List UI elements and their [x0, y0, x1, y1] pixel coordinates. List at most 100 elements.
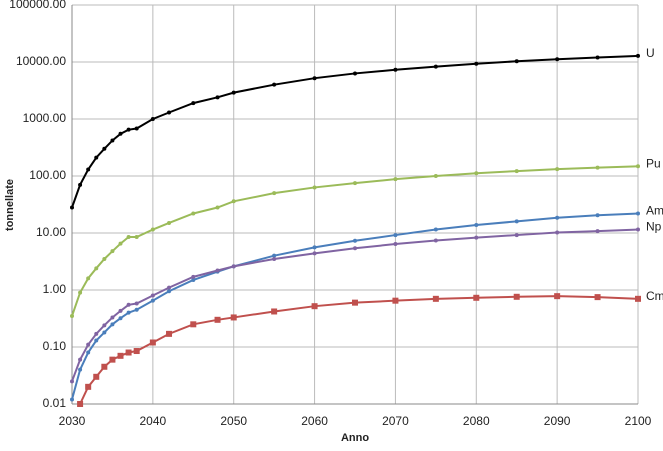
- series-line: [79, 295, 639, 405]
- marker: [102, 323, 107, 328]
- series-label: Np: [646, 220, 662, 234]
- marker: [312, 185, 317, 190]
- marker: [110, 315, 115, 320]
- marker: [433, 238, 438, 243]
- marker: [513, 293, 520, 300]
- y-tick-label: 0.01: [43, 396, 67, 410]
- marker: [94, 155, 99, 160]
- marker: [312, 76, 317, 81]
- marker: [555, 215, 560, 220]
- marker: [474, 61, 479, 66]
- marker: [514, 219, 519, 224]
- marker: [133, 348, 140, 355]
- marker: [85, 383, 92, 390]
- marker: [118, 131, 123, 136]
- marker: [514, 169, 519, 174]
- marker: [514, 59, 519, 64]
- marker: [433, 64, 438, 69]
- marker: [352, 299, 358, 306]
- marker: [190, 321, 197, 328]
- marker: [312, 251, 317, 256]
- marker: [272, 253, 277, 258]
- marker: [392, 297, 399, 304]
- y-tick-label: 100.00: [29, 168, 66, 182]
- x-tick-label: 2090: [544, 414, 571, 428]
- marker: [231, 90, 236, 95]
- marker: [70, 379, 74, 384]
- marker: [150, 298, 155, 303]
- marker: [94, 266, 99, 271]
- marker: [191, 211, 196, 216]
- marker: [514, 233, 519, 238]
- marker: [272, 256, 277, 261]
- x-axis-title: Anno: [341, 432, 369, 444]
- marker: [393, 242, 398, 247]
- marker: [191, 101, 196, 106]
- marker: [117, 352, 124, 359]
- marker: [109, 356, 116, 363]
- marker: [272, 191, 277, 196]
- marker: [70, 205, 74, 210]
- marker: [125, 349, 132, 356]
- x-tick-label: 2060: [301, 414, 328, 428]
- marker: [311, 303, 318, 310]
- marker: [636, 53, 640, 58]
- marker: [134, 301, 139, 306]
- marker: [554, 293, 561, 300]
- marker: [78, 357, 83, 362]
- marker: [191, 274, 196, 279]
- marker: [110, 249, 115, 254]
- y-tick-label: 1.00: [43, 282, 67, 296]
- marker: [150, 293, 155, 298]
- marker: [353, 181, 357, 186]
- marker: [150, 117, 155, 121]
- marker: [231, 199, 236, 204]
- marker: [126, 235, 131, 240]
- series-label: Am: [646, 204, 663, 218]
- marker: [118, 241, 123, 246]
- marker: [101, 363, 108, 370]
- marker: [433, 227, 438, 232]
- x-tick-label: 2040: [140, 414, 167, 428]
- marker: [474, 171, 479, 176]
- marker: [110, 322, 115, 327]
- y-tick-label: 0.10: [43, 339, 67, 353]
- marker: [393, 233, 398, 238]
- y-axis-title: tonnellate: [4, 179, 16, 231]
- marker: [93, 373, 100, 380]
- marker: [78, 367, 83, 372]
- marker: [432, 295, 439, 302]
- marker: [86, 167, 91, 172]
- marker: [94, 331, 99, 336]
- marker: [134, 235, 139, 240]
- y-tick-label: 1000.00: [23, 111, 67, 125]
- marker: [167, 289, 172, 294]
- marker: [167, 220, 172, 225]
- x-tick-label: 2030: [59, 414, 86, 428]
- marker: [393, 177, 398, 182]
- series-label: Cm: [646, 289, 663, 303]
- x-tick-label: 2050: [220, 414, 247, 428]
- marker: [126, 310, 131, 315]
- series-line: [71, 165, 639, 317]
- marker: [110, 138, 115, 143]
- marker: [635, 295, 641, 302]
- marker: [433, 174, 438, 178]
- marker: [102, 330, 107, 335]
- marker: [594, 294, 601, 301]
- marker: [474, 223, 479, 228]
- marker: [595, 229, 600, 234]
- marker: [215, 268, 220, 273]
- x-tick-label: 2100: [625, 414, 652, 428]
- marker: [126, 302, 131, 307]
- marker: [636, 211, 640, 216]
- marker: [166, 330, 173, 337]
- series-label: U: [646, 46, 655, 60]
- marker: [595, 165, 600, 170]
- x-tick-label: 2070: [382, 414, 409, 428]
- marker: [78, 290, 83, 295]
- marker: [230, 314, 237, 321]
- marker: [78, 182, 83, 187]
- marker: [215, 95, 220, 100]
- y-tick-label: 10000.00: [16, 54, 66, 68]
